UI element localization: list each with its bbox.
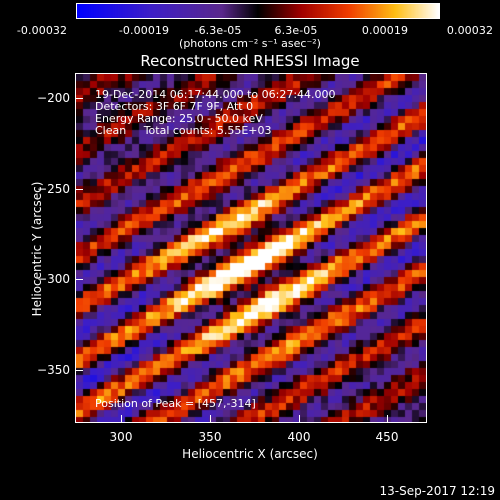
colorbar-units: (photons cm⁻² s⁻¹ asec⁻²) <box>179 37 321 50</box>
y-tick-label: −300 <box>37 272 70 286</box>
info-clean-counts: Clean Total counts: 5.55E+03 <box>95 124 272 137</box>
y-axis-label: Heliocentric Y (arcsec) <box>30 181 44 317</box>
x-tick-mark <box>210 415 211 423</box>
colorbar-tick-2: -6.3e-05 <box>194 24 242 37</box>
x-tick-label: 450 <box>375 430 399 444</box>
colorbar-tick-5: 0.00032 <box>446 24 494 37</box>
timestamp: 13-Sep-2017 12:19 <box>379 484 495 498</box>
x-tick-label: 300 <box>109 430 133 444</box>
y-tick-label: −200 <box>37 91 70 105</box>
colorbar-tick-4: 0.00019 <box>361 24 409 37</box>
x-axis-label: Heliocentric X (arcsec) <box>182 447 318 461</box>
x-tick-label: 400 <box>287 430 311 444</box>
peak-position: Position of Peak = [457,-314] <box>95 397 256 410</box>
heatmap-plot: 19-Dec-2014 06:17:44.000 to 06:27:44.000… <box>75 73 427 423</box>
y-tick-mark <box>75 189 83 190</box>
colorbar <box>76 3 440 19</box>
y-tick-mark <box>75 279 83 280</box>
colorbar-gradient <box>77 4 439 18</box>
heatmap-image <box>76 74 426 422</box>
x-tick-mark <box>121 415 122 423</box>
y-tick-mark <box>75 98 83 99</box>
plot-title: Reconstructed RHESSI Image <box>140 52 360 70</box>
x-tick-mark <box>387 415 388 423</box>
y-tick-mark <box>75 370 83 371</box>
info-time-range: 19-Dec-2014 06:17:44.000 to 06:27:44.000 <box>95 88 336 101</box>
y-tick-label: −350 <box>37 363 70 377</box>
y-tick-label: −250 <box>37 182 70 196</box>
colorbar-tick-1: -0.00019 <box>118 24 170 37</box>
info-detectors: Detectors: 3F 6F 7F 9F, Att 0 <box>95 100 254 113</box>
x-tick-mark <box>299 415 300 423</box>
colorbar-tick-0: -0.00032 <box>16 24 68 37</box>
colorbar-tick-3: 6.3e-05 <box>274 24 318 37</box>
info-energy-range: Energy Range: 25.0 - 50.0 keV <box>95 112 263 125</box>
x-tick-label: 350 <box>198 430 222 444</box>
